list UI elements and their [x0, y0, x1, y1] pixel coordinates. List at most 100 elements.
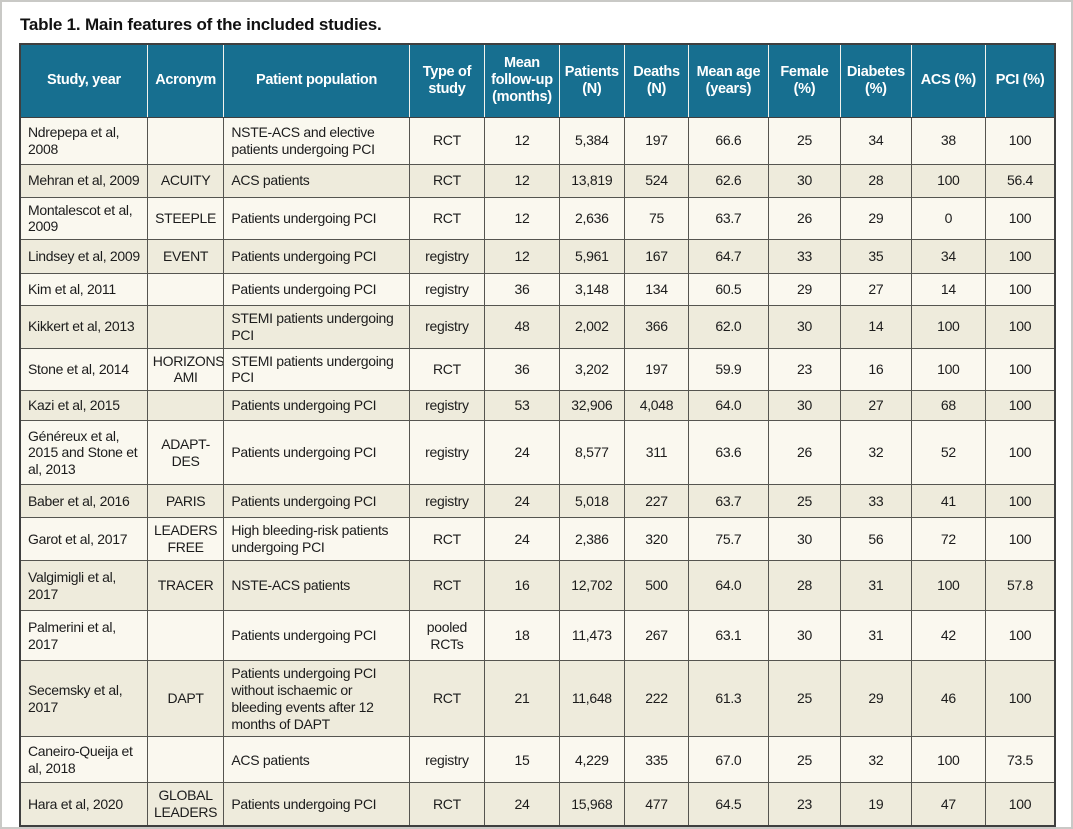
table-cell: Secemsky et al, 2017 [19, 660, 148, 738]
table-cell: RCT [408, 782, 486, 827]
table-header: Study, year Acronym Patient population Type… [20, 44, 1055, 118]
table-cell: 21 [484, 660, 560, 738]
table-cell: Valgimigli et al, 2017 [19, 560, 148, 612]
table-cell: 15,968 [558, 782, 625, 827]
table-cell: 134 [623, 273, 690, 307]
table-cell: 2,002 [558, 305, 625, 349]
table-cell: 57.8 [985, 560, 1056, 612]
table-cell: 62.0 [688, 305, 769, 349]
table-cell: 477 [623, 782, 690, 827]
table-cell: LEADERS FREE [146, 517, 225, 562]
table-cell: 12 [484, 116, 560, 165]
table-cell: 60.5 [688, 273, 769, 307]
table-cell: 30 [767, 305, 842, 349]
table-title: Table 1. Main features of the included s… [20, 15, 382, 34]
table-cell: 64.0 [688, 560, 769, 612]
table-cell: 100 [985, 660, 1056, 738]
table-cell: 25 [767, 116, 842, 165]
table-cell [146, 305, 225, 349]
table-cell: 320 [623, 517, 690, 562]
table-cell: 32 [840, 420, 912, 486]
table-cell: 63.1 [688, 610, 769, 662]
table-cell: 0 [910, 196, 987, 241]
table-cell: 30 [767, 390, 842, 422]
table-cell: ACS patients [223, 736, 410, 784]
table-cell: 13,819 [558, 163, 625, 198]
table-cell: 100 [985, 610, 1056, 662]
table-cell: 366 [623, 305, 690, 349]
table-row: Ndrepepa et al, 2008 NSTE-ACS and electiv… [19, 116, 1056, 165]
table-cell: 31 [840, 560, 912, 612]
table-cell: RCT [408, 196, 486, 241]
table-cell: 75 [623, 196, 690, 241]
table-cell: Kikkert et al, 2013 [19, 305, 148, 349]
table-cell: 8,577 [558, 420, 625, 486]
table-row: Stone et al, 2014 HORIZONS-AMI STEMI patie… [19, 347, 1056, 392]
column-header-acronym: Acronym [146, 44, 224, 118]
table-cell: 100 [910, 347, 987, 392]
table-cell: 24 [484, 782, 560, 827]
table-cell: 35 [840, 239, 912, 275]
table-cell: 197 [623, 116, 690, 165]
table-cell: 72 [910, 517, 987, 562]
table-row: Mehran et al, 2009 ACUITY ACS patients RCT 1… [19, 163, 1056, 198]
table-body: Ndrepepa et al, 2008 NSTE-ACS and electiv… [19, 116, 1056, 827]
table-cell: 31 [840, 610, 912, 662]
table-cell: 32,906 [558, 390, 625, 422]
table-cell: 100 [910, 736, 987, 784]
table-cell: 33 [840, 484, 912, 519]
table-cell: 29 [767, 273, 842, 307]
table-cell: registry [408, 484, 486, 519]
table-cell: 24 [484, 517, 560, 562]
column-header-patients-n: Patients (N) [558, 44, 625, 118]
table-cell: Généreux et al, 2015 and Stone et al, 20… [19, 420, 148, 486]
table-cell: 29 [840, 660, 912, 738]
table-cell: 100 [910, 305, 987, 349]
table-cell: Patients undergoing PCI [223, 610, 410, 662]
table-cell: Garot et al, 2017 [19, 517, 148, 562]
table-cell: 42 [910, 610, 987, 662]
table-cell: 30 [767, 163, 842, 198]
table-cell: Palmerini et al, 2017 [19, 610, 148, 662]
table-cell: Kazi et al, 2015 [19, 390, 148, 422]
table-cell: 63.7 [688, 484, 769, 519]
table-cell: 5,018 [558, 484, 625, 519]
table-cell: ADAPT-DES [146, 420, 225, 486]
table-row: Kikkert et al, 2013 STEMI patients underg… [19, 305, 1056, 349]
table-row: Lindsey et al, 2009 EVENT Patients undergo… [19, 239, 1056, 275]
table-cell: 100 [985, 420, 1056, 486]
table-cell: 46 [910, 660, 987, 738]
table-cell: 100 [910, 163, 987, 198]
table-cell: 38 [910, 116, 987, 165]
table-cell: 73.5 [985, 736, 1056, 784]
table-cell: registry [408, 273, 486, 307]
table-cell: 23 [767, 782, 842, 827]
table-cell: RCT [408, 116, 486, 165]
table-cell: 33 [767, 239, 842, 275]
table-cell: 311 [623, 420, 690, 486]
table-cell: 2,386 [558, 517, 625, 562]
table-cell: 64.5 [688, 782, 769, 827]
table-cell: 3,202 [558, 347, 625, 392]
table-cell: 41 [910, 484, 987, 519]
table-cell: 19 [840, 782, 912, 827]
table-cell: 100 [985, 782, 1056, 827]
table-cell [146, 116, 225, 165]
header-row: Study, year Acronym Patient population Type… [20, 44, 1055, 118]
table-cell: 12 [484, 163, 560, 198]
table-cell: Patients undergoing PCI [223, 782, 410, 827]
table-cell: RCT [408, 660, 486, 738]
table-cell: 64.7 [688, 239, 769, 275]
table-cell: 16 [840, 347, 912, 392]
table-cell: Patients undergoing PCI [223, 239, 410, 275]
table-cell: 335 [623, 736, 690, 784]
table-cell: 28 [767, 560, 842, 612]
table-cell: Patients undergoing PCI [223, 273, 410, 307]
table-cell: RCT [408, 560, 486, 612]
table-cell: 52 [910, 420, 987, 486]
table-cell: 222 [623, 660, 690, 738]
table-cell: Stone et al, 2014 [19, 347, 148, 392]
table-cell: NSTE-ACS patients [223, 560, 410, 612]
column-header-diabetes: Diabetes (%) [840, 44, 912, 118]
table-cell: HORIZONS-AMI [146, 347, 225, 392]
